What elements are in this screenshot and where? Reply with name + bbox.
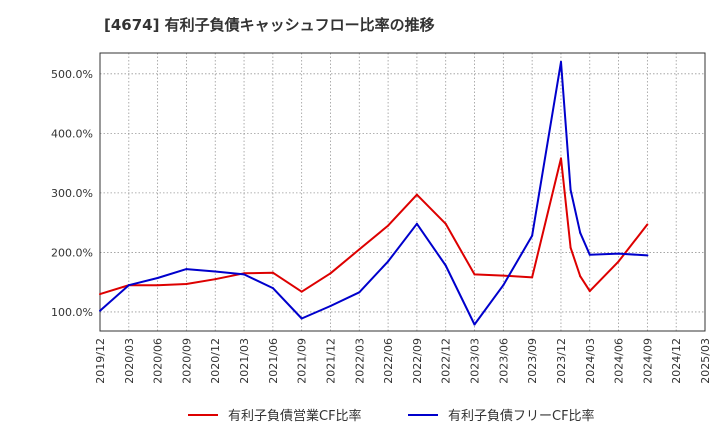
y-tick-label: 300.0% (51, 187, 93, 200)
legend-label-1: 有利子負債営業CF比率 (228, 408, 362, 424)
data-point-series-2 (156, 277, 159, 280)
data-point-series-2 (99, 309, 101, 312)
data-point-series-1 (444, 222, 447, 225)
x-tick-label: 2021/03 (238, 338, 251, 384)
data-point-series-2 (444, 264, 447, 267)
data-point-series-2 (569, 188, 572, 191)
x-tick-label: 2024/03 (584, 338, 597, 384)
x-axis-ticks: 2019/12 2020/03 2020/06 2020/09 2020/12 2021/… (94, 338, 712, 384)
data-point-series-1 (473, 273, 476, 276)
data-point-series-1 (617, 260, 620, 263)
x-tick-label: 2022/06 (382, 338, 395, 384)
data-point-series-2 (358, 291, 361, 294)
y-tick-label: 400.0% (51, 127, 93, 140)
data-point-series-2 (185, 268, 188, 271)
data-point-series-1 (185, 282, 188, 285)
legend: 有利子負債営業CF比率 有利子負債フリーCF比率 (188, 408, 595, 424)
data-point-series-1 (531, 276, 534, 279)
data-point-series-1 (387, 224, 390, 227)
x-tick-label: 2021/06 (267, 338, 280, 384)
data-point-series-2 (271, 287, 274, 290)
data-point-series-1 (156, 284, 159, 287)
y-tick-label: 100.0% (51, 306, 93, 319)
x-tick-label: 2024/12 (670, 338, 683, 384)
data-point-series-1 (358, 248, 361, 251)
data-point-series-1 (569, 246, 572, 249)
data-point-series-1 (300, 290, 303, 293)
legend-label-2: 有利子負債フリーCF比率 (448, 408, 595, 424)
data-point-series-2 (243, 273, 246, 276)
x-tick-label: 2019/12 (94, 338, 107, 384)
x-tick-label: 2024/09 (641, 338, 654, 384)
data-point-series-1 (329, 272, 332, 275)
x-tick-label: 2020/06 (152, 338, 165, 384)
data-point-series-1 (214, 278, 217, 281)
y-tick-label: 500.0% (51, 68, 93, 81)
x-tick-label: 2023/09 (526, 338, 539, 384)
series-line-1 (99, 157, 649, 296)
series-layer (99, 60, 649, 326)
x-tick-label: 2023/06 (497, 338, 510, 384)
y-axis-ticks: 100.0% 200.0% 300.0% 400.0% 500.0% (51, 68, 93, 319)
x-tick-label: 2021/09 (296, 338, 309, 384)
data-point-series-2 (531, 234, 534, 237)
data-point-series-1 (99, 293, 101, 296)
data-point-series-2 (214, 270, 217, 273)
series-line-2 (99, 60, 648, 326)
plot-area-frame (99, 52, 706, 332)
chart-title: [4674] 有利子負債キャッシュフロー比率の推移 (104, 16, 435, 34)
data-point-series-2 (473, 323, 476, 326)
data-point-series-2 (300, 317, 303, 320)
data-point-series-1 (559, 157, 562, 160)
grid-layer (100, 53, 705, 331)
data-point-series-2 (617, 252, 620, 255)
data-point-series-2 (329, 304, 332, 307)
x-tick-label: 2025/03 (699, 338, 712, 384)
x-tick-label: 2023/12 (555, 338, 568, 384)
x-tick-label: 2020/09 (180, 338, 193, 384)
data-point-series-2 (559, 60, 562, 63)
data-point-series-2 (502, 284, 505, 287)
x-tick-label: 2022/03 (353, 338, 366, 384)
data-point-series-1 (646, 223, 649, 226)
data-point-series-2 (127, 284, 130, 287)
y-tick-label: 200.0% (51, 246, 93, 259)
x-tick-label: 2020/12 (209, 338, 222, 384)
data-point-series-2 (588, 253, 591, 256)
data-point-series-2 (387, 260, 390, 263)
x-tick-label: 2020/03 (123, 338, 136, 384)
x-tick-label: 2022/12 (440, 338, 453, 384)
data-point-series-2 (646, 254, 649, 257)
data-point-series-2 (579, 231, 582, 234)
x-tick-label: 2021/12 (324, 338, 337, 384)
data-point-series-2 (415, 222, 418, 225)
data-point-series-1 (579, 275, 582, 278)
data-point-series-1 (502, 274, 505, 277)
x-tick-label: 2022/09 (411, 338, 424, 384)
data-point-series-1 (415, 193, 418, 196)
data-point-series-1 (588, 290, 591, 293)
data-point-series-1 (271, 271, 274, 274)
x-tick-label: 2023/03 (469, 338, 482, 384)
x-tick-label: 2024/06 (613, 338, 626, 384)
